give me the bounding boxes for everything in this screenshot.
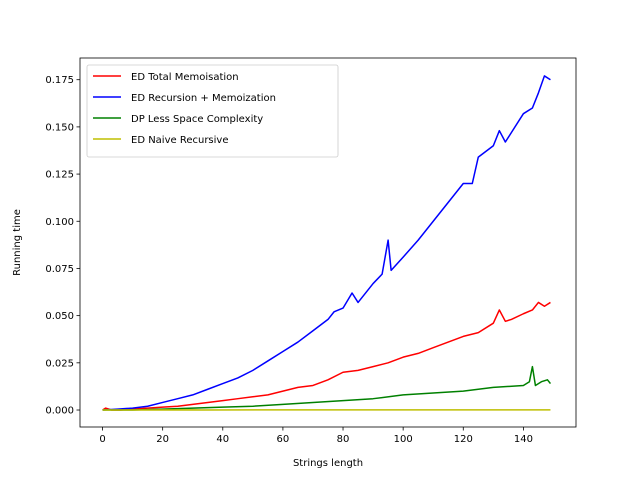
y-tick-label: 0.050 [45, 311, 74, 322]
x-tick-label: 140 [514, 434, 533, 445]
x-axis-ticks: 0 20 40 60 80 100 120 140 [99, 427, 533, 445]
axes-frame [79, 57, 577, 428]
legend-label: ED Naive Recursive [131, 135, 229, 146]
x-tick-label: 120 [454, 434, 473, 445]
y-axis-ticks: 0.000 0.025 0.050 0.075 0.100 0.125 0.150 0.175 [45, 75, 80, 417]
series-line-2 [102, 365, 552, 411]
x-tick-label: 20 [156, 434, 169, 445]
y-tick-label: 0.100 [45, 217, 74, 228]
legend-label: DP Less Space Complexity [131, 114, 263, 125]
y-tick-label: 0.175 [45, 75, 74, 86]
y-axis-label: Running time [12, 209, 23, 276]
series-line-0 [102, 301, 551, 411]
x-tick-label: 80 [337, 434, 350, 445]
legend: ED Total Memoisation ED Recursion + Memoi… [86, 64, 339, 158]
x-axis-label: Strings length [293, 458, 363, 469]
y-tick-label: 0.025 [45, 358, 74, 369]
y-tick-label: 0.150 [45, 122, 74, 133]
x-tick-label: 100 [394, 434, 413, 445]
plot-lines [102, 75, 552, 411]
legend-label: ED Recursion + Memoization [131, 93, 276, 104]
series-line-1 [102, 75, 551, 411]
legend-label: ED Total Memoisation [131, 72, 239, 83]
y-tick-label: 0.125 [45, 170, 74, 181]
x-tick-label: 0 [99, 434, 105, 445]
legend-box [86, 64, 339, 158]
y-tick-label: 0.075 [45, 264, 74, 275]
y-tick-label: 0.000 [45, 406, 74, 417]
x-tick-label: 40 [216, 434, 229, 445]
x-tick-label: 60 [277, 434, 290, 445]
